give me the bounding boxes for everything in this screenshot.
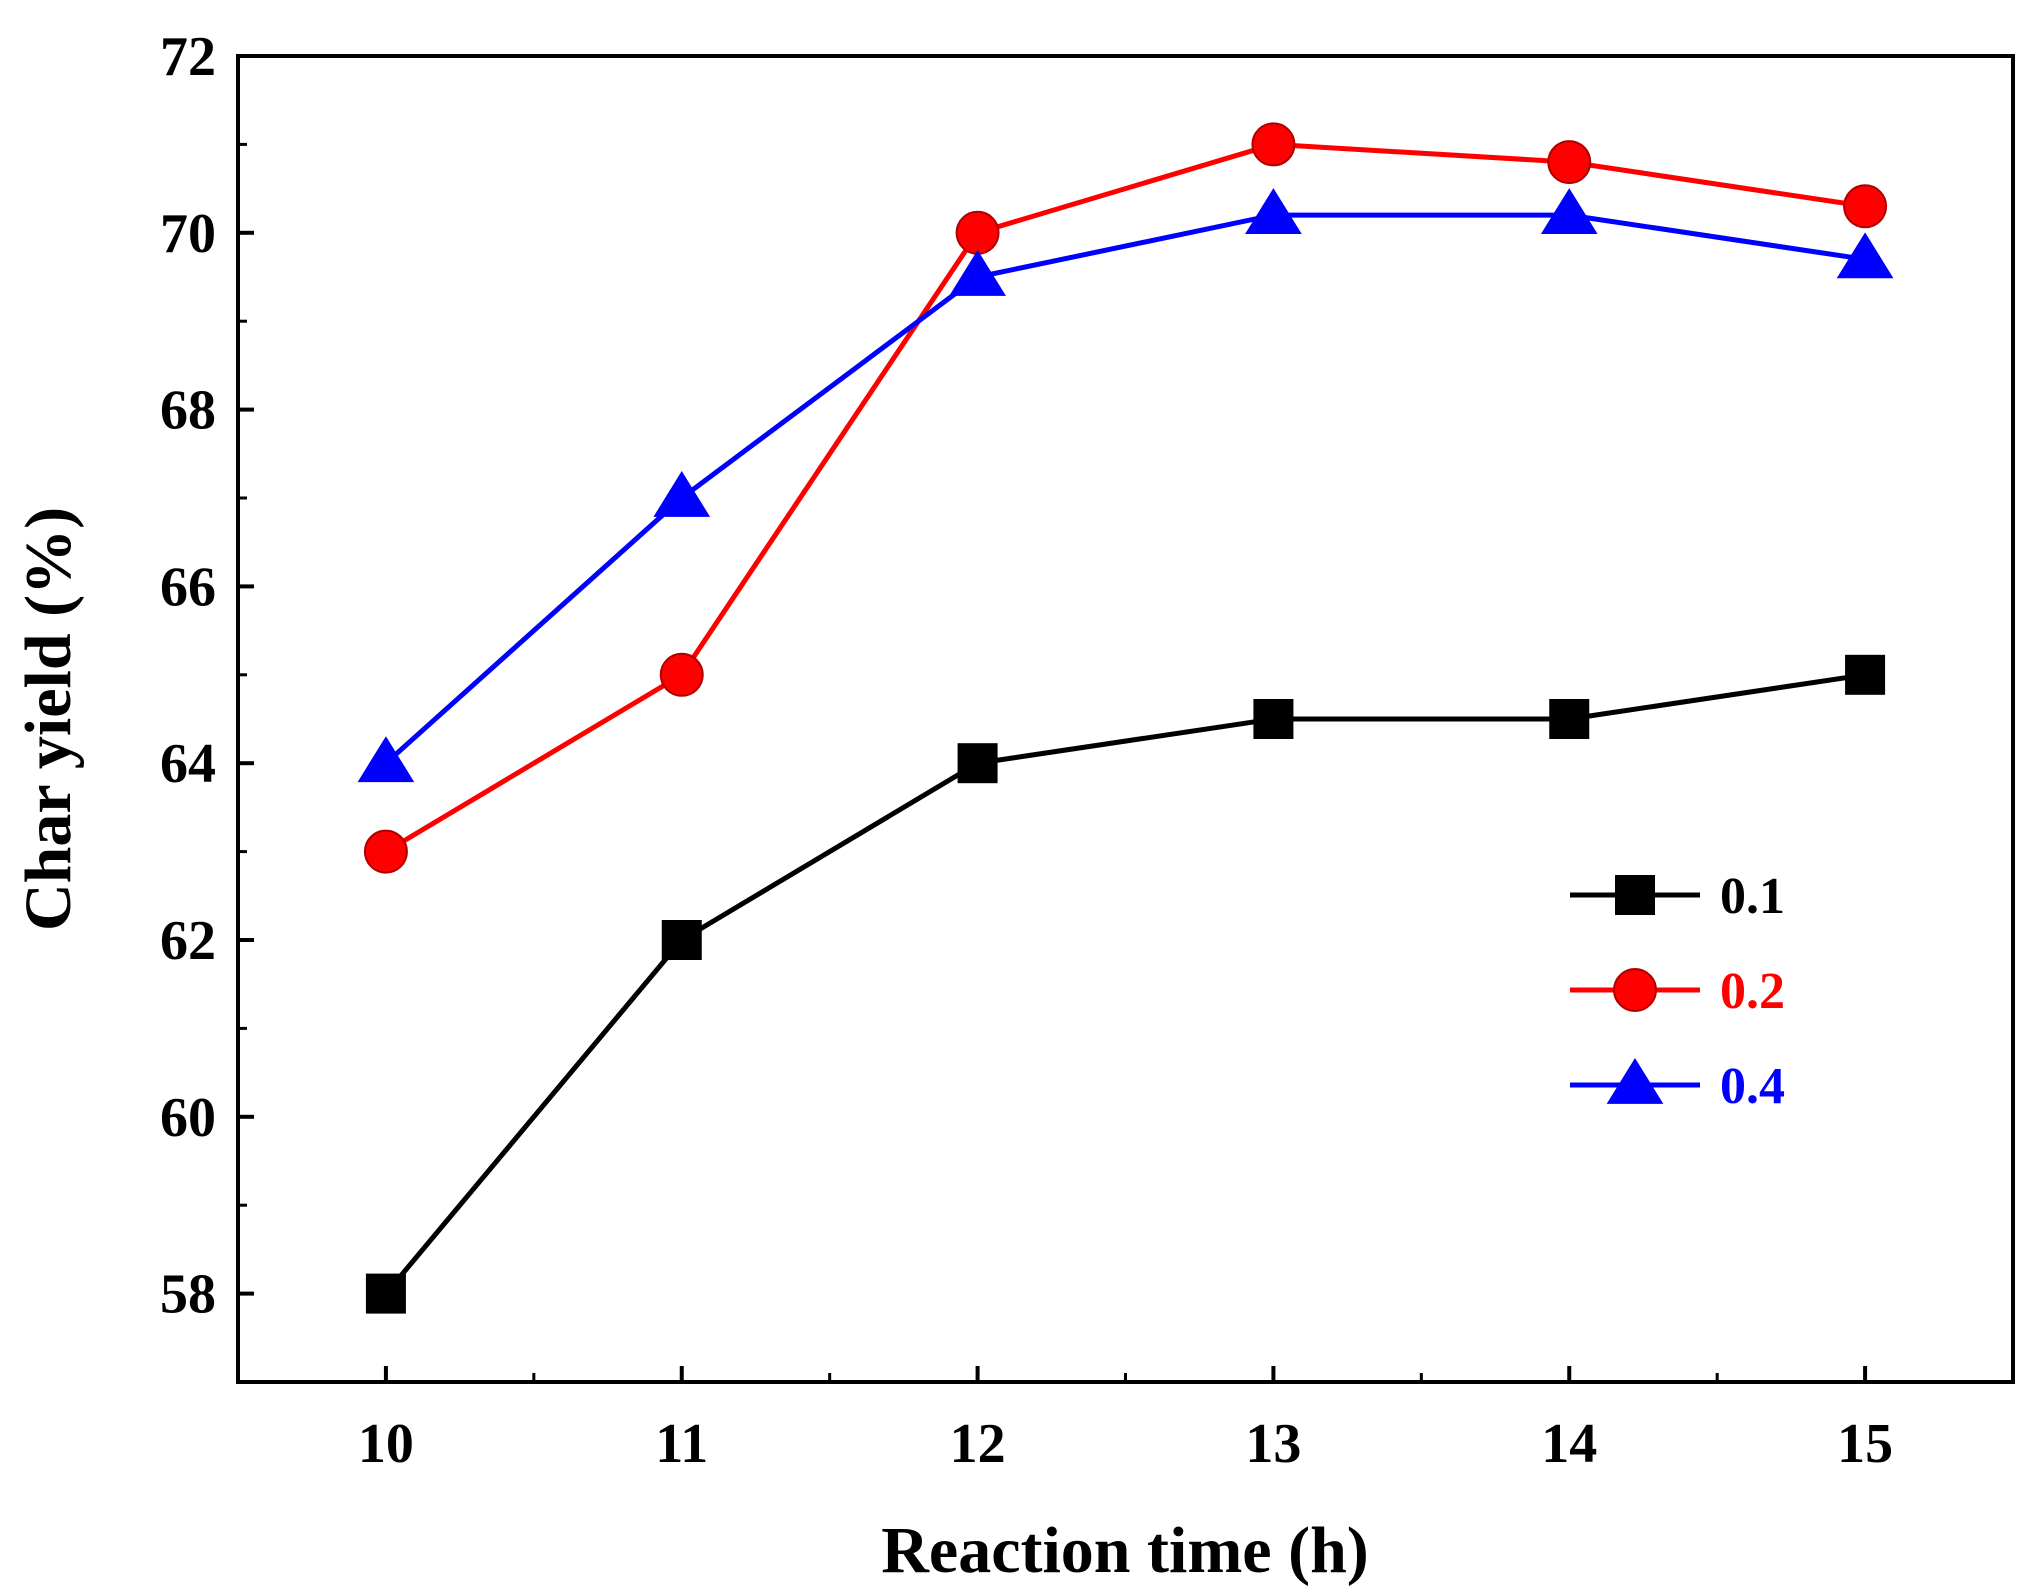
data-point-0.1 [1845, 654, 1886, 695]
x-tick-label: 13 [1245, 1413, 1301, 1475]
x-tick-label: 11 [655, 1413, 708, 1475]
legend-item-0.4: 0.4 [1570, 1058, 1785, 1115]
y-tick-label: 62 [160, 910, 216, 972]
y-tick-label: 66 [160, 556, 216, 618]
data-point-0.2 [659, 652, 704, 697]
data-point-0.2 [363, 829, 408, 874]
legend-marker [1615, 875, 1655, 915]
data-point-0.2 [1843, 184, 1888, 229]
y-tick-label: 72 [160, 26, 216, 88]
x-tick-label: 15 [1837, 1413, 1893, 1475]
y-tick-label: 68 [160, 380, 216, 442]
data-point-0.2 [955, 210, 1000, 255]
legend-marker [1606, 1058, 1664, 1104]
y-tick-label: 60 [160, 1087, 216, 1149]
y-tick-label: 64 [160, 733, 216, 795]
series-0.2 [363, 122, 1888, 874]
data-point-0.4 [653, 471, 711, 517]
legend-label: 0.4 [1720, 1058, 1785, 1115]
series-line-0.4 [384, 212, 1866, 766]
data-point-0.2 [1251, 122, 1296, 167]
series-0.4 [357, 188, 1894, 783]
data-point-0.4 [357, 736, 415, 783]
data-point-0.1 [661, 920, 702, 960]
y-axis: 58 60 62 64 66 68 70 72 [160, 26, 254, 1384]
x-axis-label: Reaction time (h) [881, 1514, 1369, 1587]
data-point-0.1 [957, 743, 998, 784]
x-tick-label: 10 [358, 1413, 414, 1475]
legend-item-0.1: 0.1 [1570, 868, 1785, 925]
data-point-0.1 [365, 1273, 406, 1314]
legend-marker [1613, 968, 1657, 1012]
series-line-0.1 [383, 672, 1866, 1296]
data-point-0.4 [1245, 188, 1302, 235]
y-axis-label: Char yield (%) [12, 507, 85, 931]
legend-label: 0.1 [1720, 868, 1785, 925]
data-point-0.1 [1253, 699, 1294, 739]
y-tick-label: 58 [160, 1264, 216, 1326]
plot-frame [236, 54, 2015, 1384]
data-point-0.1 [1549, 699, 1590, 739]
x-tick-label: 12 [950, 1413, 1006, 1475]
series-line-0.2 [384, 141, 1866, 854]
data-point-0.4 [1836, 232, 1894, 279]
data-point-0.2 [1547, 140, 1592, 185]
x-axis: 10 11 12 13 14 15 [236, 1366, 2015, 1475]
series-layer [357, 122, 1894, 1314]
legend-item-0.2: 0.2 [1570, 963, 1785, 1020]
data-point-0.4 [1540, 188, 1598, 235]
y-tick-label: 70 [160, 203, 216, 265]
series-0.1 [365, 654, 1886, 1314]
legend-label: 0.2 [1720, 963, 1785, 1020]
data-point-0.4 [949, 250, 1006, 296]
x-tick-label: 14 [1541, 1413, 1597, 1475]
legend: 0.1 0.2 0.4 [1570, 868, 1785, 1115]
